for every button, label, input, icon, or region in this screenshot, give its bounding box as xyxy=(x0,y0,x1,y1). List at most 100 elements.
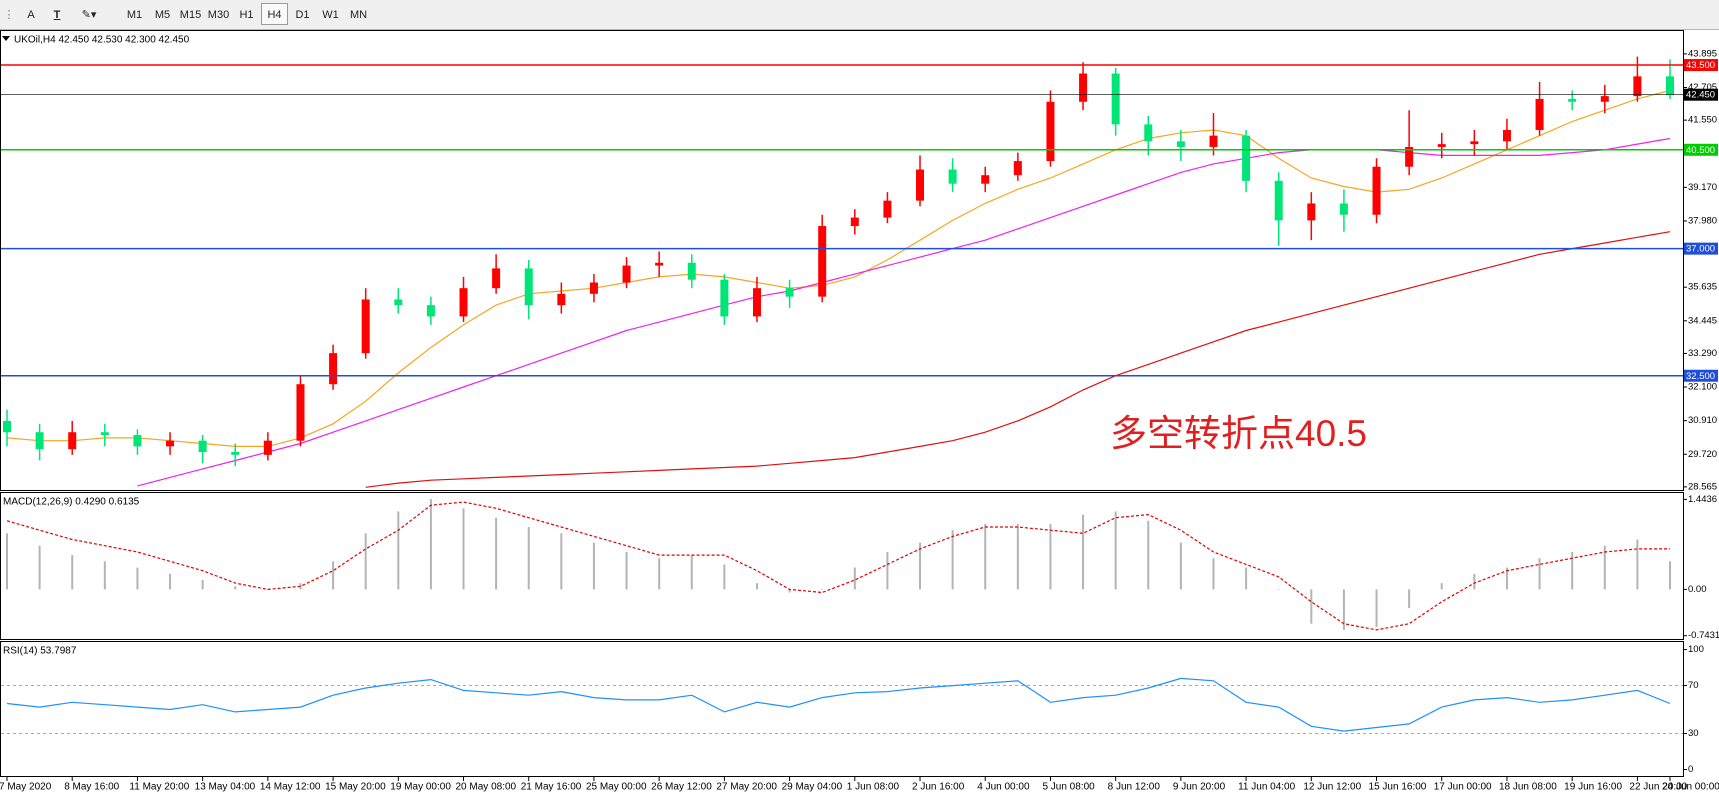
candle-body xyxy=(1666,76,1674,95)
macd-bar xyxy=(1473,573,1476,590)
panel-title: UKOil,H4 42.450 42.530 42.300 42.450 xyxy=(14,35,190,46)
macd-bar xyxy=(1310,589,1313,624)
price-panel xyxy=(0,30,1684,491)
macd-bar xyxy=(201,580,204,590)
y-tick-label: 100 xyxy=(1688,644,1704,655)
macd-bar xyxy=(1375,589,1378,627)
x-tick-label: 19 Jun 16:00 xyxy=(1564,782,1622,793)
y-tick-label: 28.565 xyxy=(1688,481,1717,492)
macd-bar xyxy=(1571,551,1574,590)
macd-bar xyxy=(397,511,400,590)
timeframe-button[interactable]: M5 xyxy=(154,9,171,21)
candle-body xyxy=(1242,135,1251,181)
macd-bar xyxy=(103,561,106,590)
timeframe-button[interactable]: H4 xyxy=(261,3,288,25)
x-tick-label: 24 Jun 00:00 xyxy=(1662,782,1719,793)
timeframe-button[interactable]: MN xyxy=(349,9,368,21)
candle-body xyxy=(296,384,305,441)
x-tick-label: 29 May 04:00 xyxy=(782,782,843,793)
label-tool[interactable]: T xyxy=(53,9,61,21)
macd-bar xyxy=(1245,567,1248,590)
candle-body xyxy=(1176,141,1185,147)
candle-body xyxy=(687,262,696,280)
macd-bar xyxy=(951,530,954,590)
collapse-icon[interactable] xyxy=(2,36,10,41)
x-tick-label: 26 May 12:00 xyxy=(651,782,712,793)
chart: 43.895 42.705 41.550 39.170 37.980 35.635 34.4… xyxy=(0,30,1719,793)
macd-bar xyxy=(886,551,889,590)
macd-bar xyxy=(1408,589,1411,609)
level-label-box xyxy=(1684,369,1718,382)
macd-bar xyxy=(658,558,661,590)
shapes-tool[interactable]: ✎▾ xyxy=(81,9,97,21)
text-tool[interactable]: A xyxy=(27,9,35,21)
candle-body xyxy=(1013,161,1022,176)
y-tick-label: 43.895 xyxy=(1688,48,1717,59)
macd-bar xyxy=(429,498,432,590)
x-tick-label: 8 May 16:00 xyxy=(64,782,119,793)
moving-average xyxy=(365,231,1671,488)
x-tick-label: 27 May 20:00 xyxy=(716,782,777,793)
candle-body xyxy=(1437,144,1446,147)
macd-bar xyxy=(136,567,139,590)
candle-body xyxy=(394,299,403,306)
candle-body xyxy=(1339,203,1348,215)
candle-body xyxy=(1144,124,1153,142)
timeframe-button[interactable]: W1 xyxy=(322,9,339,21)
level-label: 43.500 xyxy=(1686,60,1715,71)
x-tick-label: 15 May 20:00 xyxy=(325,782,386,793)
macd-bar xyxy=(1277,589,1280,590)
x-tick-label: 15 Jun 16:00 xyxy=(1369,782,1427,793)
level-label: 32.500 xyxy=(1686,371,1715,382)
level-label: 42.450 xyxy=(1686,90,1715,101)
level-label-box xyxy=(1684,59,1718,72)
panel-title: MACD(12,26,9) 0.4290 0.6135 xyxy=(3,497,140,508)
timeframe-button[interactable]: M30 xyxy=(207,9,230,21)
timeframe-button[interactable]: M1 xyxy=(126,9,143,21)
y-tick-label: 29.720 xyxy=(1688,449,1717,460)
macd-bar xyxy=(462,508,465,590)
signal-line xyxy=(6,501,1670,631)
x-tick-label: 20 May 08:00 xyxy=(456,782,517,793)
candle-body xyxy=(1372,166,1381,215)
y-tick-label: 42.705 xyxy=(1688,82,1717,93)
x-tick-label: 2 Jun 16:00 xyxy=(912,782,965,793)
macd-bar xyxy=(1082,514,1085,590)
timeframe-button[interactable]: H1 xyxy=(239,9,254,21)
x-tick-label: 21 May 16:00 xyxy=(521,782,582,793)
macd-bar xyxy=(38,545,41,590)
timeframe-button[interactable]: D1 xyxy=(295,9,310,21)
candle-body xyxy=(1535,98,1544,131)
y-tick-label: 0 xyxy=(1688,764,1693,775)
x-tick-label: 17 Jun 00:00 xyxy=(1434,782,1492,793)
candle-body xyxy=(329,353,338,385)
timeframe-button[interactable]: M15 xyxy=(179,9,202,21)
candle-body xyxy=(916,169,925,201)
candle-body xyxy=(1470,141,1479,145)
candle-body xyxy=(589,282,598,294)
macd-bar xyxy=(169,573,172,590)
candle-body xyxy=(557,293,566,306)
y-tick-label: -0.7431 xyxy=(1688,630,1719,641)
y-tick-label: 1.4436 xyxy=(1688,494,1717,505)
macd-bar xyxy=(1147,520,1150,590)
candle-body xyxy=(231,451,240,455)
candle-body xyxy=(1111,73,1120,125)
candle-body xyxy=(1568,98,1577,102)
candle-body xyxy=(1046,101,1055,162)
candle-body xyxy=(622,265,631,283)
y-tick-label: 70 xyxy=(1688,680,1699,691)
macd-panel xyxy=(0,492,1684,640)
menu-grip[interactable]: ⋮ xyxy=(3,9,15,21)
candle-body xyxy=(263,440,272,455)
y-tick-label: 41.550 xyxy=(1688,115,1717,126)
candle-body xyxy=(785,288,794,297)
level-label-box xyxy=(1684,143,1718,156)
candle-body xyxy=(1079,73,1088,102)
macd-bar xyxy=(625,551,628,590)
macd-bar xyxy=(1016,523,1019,590)
y-tick-label: 37.980 xyxy=(1688,215,1717,226)
macd-bar xyxy=(919,542,922,590)
x-tick-label: 25 May 00:00 xyxy=(586,782,647,793)
